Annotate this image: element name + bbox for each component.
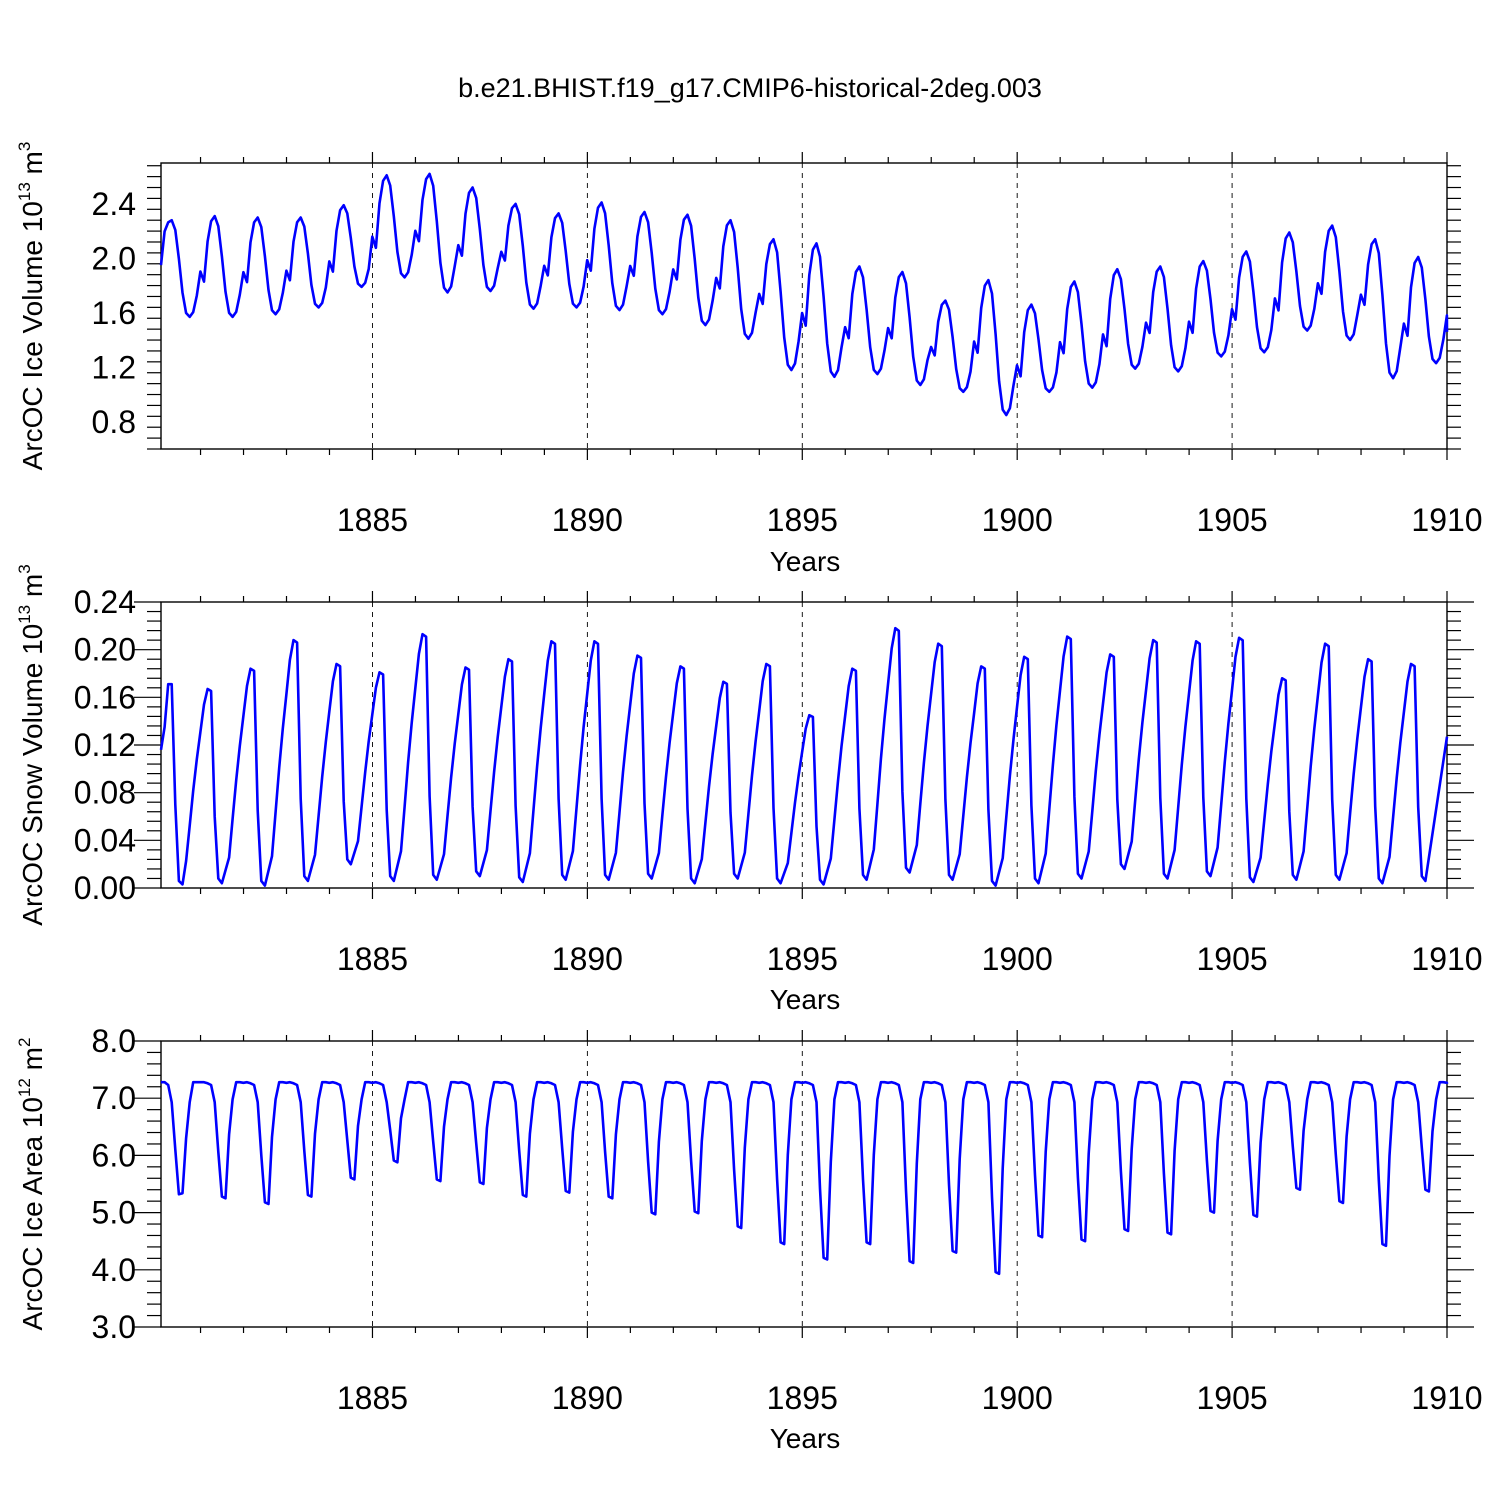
snow-volume-y-tick-label: 0.20 [74,632,136,668]
ice-area-x-tick-label: 1905 [1196,1380,1267,1416]
ice-volume-x-tick-label: 1890 [552,502,623,538]
ice-area-y-tick-label: 6.0 [92,1137,136,1173]
snow-volume-x-tick-label: 1910 [1411,941,1482,977]
snow-volume-x-tick-label: 1905 [1196,941,1267,977]
ice-volume-x-axis-label: Years [770,546,841,577]
ice-area-y-tick-label: 5.0 [92,1195,136,1231]
ice-volume-x-tick-label: 1900 [982,502,1053,538]
ice-area-x-tick-label: 1890 [552,1380,623,1416]
ice-area-panel: 1885 1890 1895 1900 1905 1910 3.0 4.0 5.0 6.0 7.0 8… [15,1023,1483,1454]
snow-volume-series-line [159,626,1449,887]
ice-volume-x-tick-label: 1885 [337,502,408,538]
figure-title: b.e21.BHIST.f19_g17.CMIP6-historical-2de… [458,73,1042,103]
ice-volume-x-tick-label: 1910 [1411,502,1482,538]
ice-volume-series-line [159,172,1449,417]
ice-area-series-line [161,1080,1449,1276]
ice-area-plot-frame [160,1040,1448,1328]
ice-area-y-tick-label: 8.0 [92,1023,136,1059]
ice-volume-x-tick-label: 1905 [1196,502,1267,538]
snow-volume-x-tick-label: 1900 [982,941,1053,977]
snow-volume-y-tick-label: 0.04 [74,822,136,858]
snow-volume-y-tick-label: 0.12 [74,727,136,763]
ice-volume-panel: 1885 1890 1895 1900 1905 19100.81.21.62.02.4 … [15,142,1483,577]
ice-volume-y-tick-label: 2.0 [92,240,136,276]
snow-volume-y-axis-label: ArcOC Snow Volume 1013 m3 [15,564,48,925]
snow-volume-x-tick-label: 1885 [337,941,408,977]
ice-volume-y-tick-label: 0.8 [92,404,136,440]
ice-volume-plot-frame [160,162,1448,450]
ice-volume-y-tick-label: 2.4 [92,186,136,222]
ice-volume-y-tick-label: 1.2 [92,349,136,385]
ice-area-y-tick-label: 4.0 [92,1252,136,1288]
ice-area-x-axis-label: Years [770,1423,841,1454]
ice-area-y-tick-label: 7.0 [92,1080,136,1116]
snow-volume-y-tick-label: 0.16 [74,679,136,715]
ice-area-x-tick-label: 1885 [337,1380,408,1416]
snow-volume-y-tick-label: 0.00 [74,870,136,906]
snow-volume-panel: 1885 1890 1895 1900 1905 1910 0.00 0.04 0.08 0.12… [15,564,1483,1015]
ice-area-y-axis-label: ArcOC Ice Area 1012 m2 [15,1038,48,1331]
ice-volume-y-tick-label: 1.6 [92,295,136,331]
ice-volume-x-tick-label: 1895 [767,502,838,538]
snow-volume-y-tick-label: 0.24 [74,584,136,620]
snow-volume-y-tick-label: 0.08 [74,775,136,811]
snow-volume-x-tick-label: 1890 [552,941,623,977]
ice-area-x-tick-label: 1900 [982,1380,1053,1416]
ice-area-x-tick-label: 1895 [767,1380,838,1416]
snow-volume-x-axis-label: Years [770,984,841,1015]
ice-area-x-tick-label: 1910 [1411,1380,1482,1416]
ice-area-y-tick-label: 3.0 [92,1309,136,1345]
snow-volume-x-tick-label: 1895 [767,941,838,977]
ice-volume-y-axis-label: ArcOC Ice Volume 1013 m3 [15,142,48,471]
